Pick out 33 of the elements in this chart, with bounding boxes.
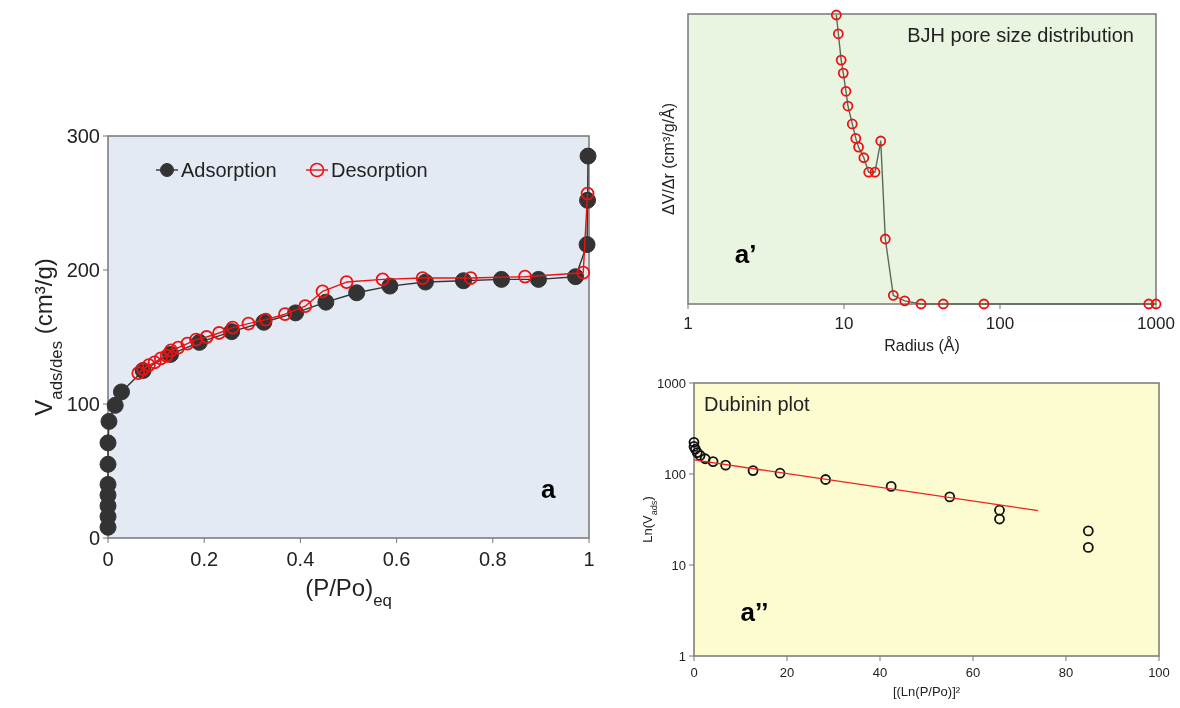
chart-title: BJH pore size distribution	[907, 24, 1134, 46]
y-tick-label: 1	[678, 648, 686, 664]
legend-label: Adsorption	[181, 159, 277, 181]
x-tick-label: 0	[102, 548, 114, 570]
x-tick-label: 80	[1058, 665, 1074, 680]
x-tick-label: 20	[779, 665, 795, 680]
y-tick-label: 100	[66, 393, 100, 415]
x-tick-label: 1000	[1137, 314, 1175, 333]
x-tick-label: 0.8	[478, 548, 507, 570]
x-axis-title: [(Ln(P/Po)]²	[892, 684, 961, 699]
y-tick-label: 0	[88, 527, 100, 549]
annotation: a’’	[740, 596, 769, 627]
annotation: a	[540, 473, 556, 504]
y-axis-title: ΔV/Δr (cm³/g/Å)	[659, 102, 677, 216]
x-tick-label: 100	[985, 314, 1015, 333]
annotation: a’	[734, 239, 757, 270]
x-tick-label: 1	[583, 548, 595, 570]
x-tick-label: 60	[965, 665, 981, 680]
x-axis-title: (P/Po)$_{eq}$	[305, 574, 392, 610]
y-tick-label: 1000	[657, 375, 686, 391]
y-tick-label: 200	[66, 259, 100, 281]
y-tick-label: 100	[664, 466, 686, 482]
x-tick-label: 0.6	[382, 548, 411, 570]
x-tick-label: 0	[690, 665, 698, 680]
x-tick-label: 0.2	[190, 548, 219, 570]
legend-label: Desorption	[331, 159, 428, 181]
x-tick-label: 100	[1148, 665, 1170, 680]
y-tick-label: 300	[66, 125, 100, 147]
x-tick-label: 40	[872, 665, 888, 680]
x-tick-label: 10	[834, 314, 854, 333]
text: Dubinin plot	[704, 393, 811, 415]
x-axis-title: Radius (Å)	[884, 336, 960, 354]
x-tick-label: 0.4	[286, 548, 315, 570]
